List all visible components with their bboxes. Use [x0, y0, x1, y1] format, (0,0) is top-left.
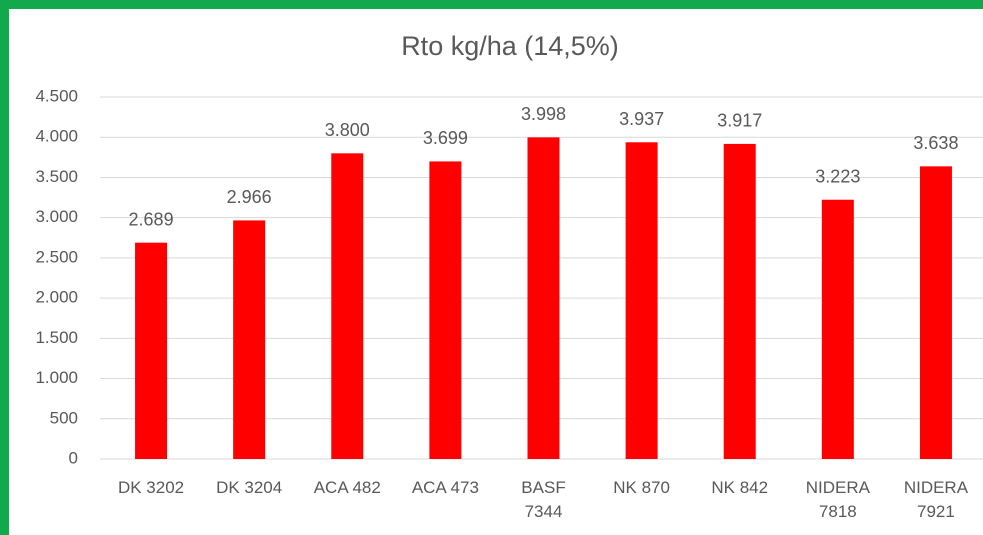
bar: [821, 199, 854, 460]
bar: [233, 220, 266, 459]
bar: [919, 166, 952, 459]
x-tick-label: NK 842: [711, 478, 769, 497]
y-tick-label: 4.000: [35, 127, 78, 146]
y-tick-label: 3.500: [35, 167, 78, 186]
bar: [135, 242, 168, 459]
data-label: 3.699: [423, 128, 468, 148]
data-label: 2.689: [129, 209, 174, 229]
x-tick-label: DK 3202: [117, 478, 185, 497]
bar: [625, 142, 658, 459]
chart-title: Rto kg/ha (14,5%): [401, 31, 619, 61]
y-tick-label: 500: [50, 408, 78, 427]
frame-border: [0, 0, 9, 535]
frame-border: [0, 0, 983, 9]
y-tick-label: 1.000: [35, 368, 78, 387]
data-label: 3.917: [717, 111, 762, 131]
x-tick-label: NIDERA 7818: [805, 478, 870, 521]
x-tick-label: NK 870: [613, 478, 670, 497]
y-tick-label: 4.500: [35, 86, 78, 105]
x-tick-label: ACA 482: [313, 478, 381, 497]
y-tick-label: 2.000: [35, 288, 78, 307]
data-label: 3.998: [521, 104, 566, 124]
x-tick-label: ACA 473: [411, 478, 479, 497]
y-tick-label: 1.500: [35, 328, 78, 347]
bar: [527, 137, 560, 459]
bar: [723, 143, 756, 459]
bar: [331, 153, 364, 460]
data-label: 3.223: [815, 166, 860, 186]
x-tick-label: DK 3204: [216, 478, 283, 497]
y-tick-label: 3.000: [35, 207, 78, 226]
data-label: 3.638: [913, 133, 958, 153]
y-tick-label: 0: [69, 448, 78, 467]
data-label: 2.966: [227, 187, 272, 207]
data-label: 3.800: [325, 120, 370, 140]
x-tick-label: NIDERA 7921: [903, 478, 969, 521]
y-tick-label: 2.500: [35, 247, 78, 266]
data-label: 3.937: [619, 109, 664, 129]
x-tick-label: BASF 7344: [521, 478, 566, 521]
bar: [429, 161, 462, 459]
